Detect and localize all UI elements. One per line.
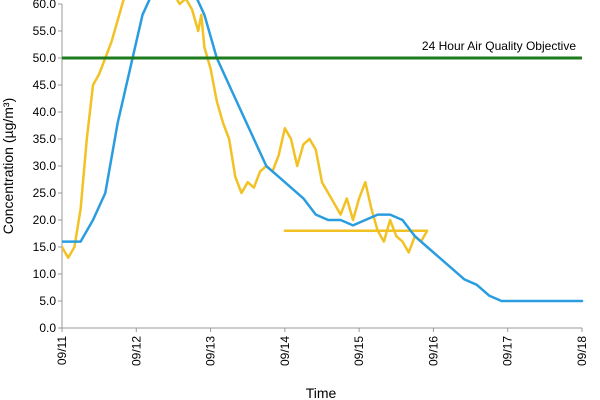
x-axis-title: Time (306, 385, 337, 400)
y-tick-label: 0.0 (39, 321, 56, 335)
x-tick-label: 09/13 (204, 336, 218, 366)
y-ticks: 0.0 5.0 10.0 15.0 20.0 25.0 30.0 35.0 40.0 45.0 50… (33, 0, 62, 335)
y-tick-label: 5.0 (39, 294, 56, 308)
x-tick-label: 09/16 (426, 336, 440, 366)
y-tick-label: 25.0 (33, 186, 57, 200)
series-line-hourly (62, 0, 429, 260)
x-tick-label: 09/15 (352, 336, 366, 366)
y-tick-label: 20.0 (33, 213, 57, 227)
y-tick-label: 50.0 (33, 51, 57, 65)
y-tick-label: 45.0 (33, 78, 57, 92)
objective-annotation: 24 Hour Air Quality Objective (422, 39, 576, 53)
x-tick-label: 09/17 (501, 336, 515, 366)
y-tick-label: 35.0 (33, 132, 57, 146)
x-tick-label: 09/14 (278, 336, 292, 366)
y-tick-label: 40.0 (33, 105, 57, 119)
x-tick-label: 09/18 (575, 336, 589, 366)
y-tick-label: 30.0 (33, 159, 57, 173)
y-tick-label: 60.0 (33, 0, 57, 11)
y-tick-label: 55.0 (33, 24, 57, 38)
series-line-rolling (62, 0, 584, 303)
y-tick-label: 15.0 (33, 240, 57, 254)
series-layer (62, 0, 584, 303)
x-tick-label: 09/12 (129, 336, 143, 366)
y-axis-title: Concentration (µg/m³) (0, 98, 16, 234)
x-ticks: 09/11 09/12 09/13 09/14 09/15 09/16 09/17 09/18 (55, 328, 589, 366)
y-tick-label: 10.0 (33, 267, 57, 281)
x-tick-label: 09/11 (55, 336, 69, 365)
